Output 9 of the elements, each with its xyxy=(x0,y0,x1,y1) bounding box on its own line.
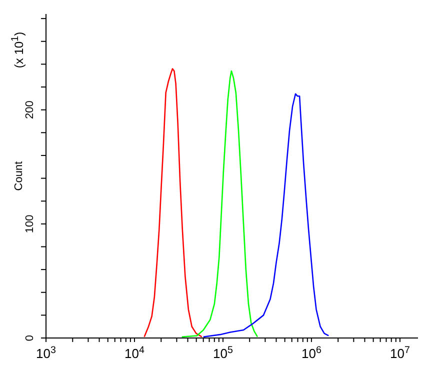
x-tick-label: 10$^{3}$ xyxy=(36,344,56,361)
y-tick-label: 0 xyxy=(24,334,36,342)
x-tick-label: 10$^{4}$ xyxy=(124,344,145,361)
x-tick-label: 10$^{5}$ xyxy=(213,344,234,361)
y-tick-label: 100 xyxy=(24,214,36,234)
y-tick-label: 200 xyxy=(24,100,36,120)
x-tick-label: 10$^{7}$ xyxy=(390,344,410,361)
x-tick-label: 10$^{6}$ xyxy=(302,344,322,361)
y-axis-title: Count xyxy=(12,161,25,191)
